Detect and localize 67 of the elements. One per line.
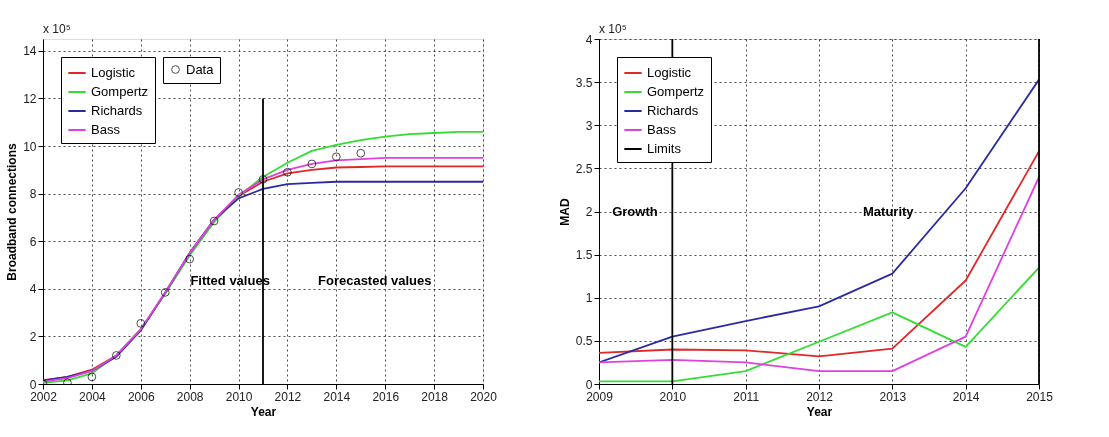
legend-label: Logistic bbox=[647, 65, 692, 80]
y-tick-label: 0.5 bbox=[575, 334, 593, 349]
x-tick-label: 2012 bbox=[274, 389, 302, 404]
point bbox=[160, 288, 170, 297]
line-series bbox=[599, 176, 1039, 372]
x-tick-label: 2004 bbox=[79, 389, 107, 404]
y-tick-label: 0 bbox=[29, 377, 37, 392]
y-tick-label: 2 bbox=[585, 205, 593, 219]
legend-label: Bass bbox=[91, 122, 121, 137]
x-tick-label: 2013 bbox=[879, 389, 907, 404]
point bbox=[87, 372, 97, 382]
x-tick-label: 2016 bbox=[372, 389, 400, 404]
y-tick-label: 3 bbox=[585, 118, 593, 133]
line-series bbox=[599, 78, 1039, 364]
legend-label: Logistic bbox=[91, 65, 136, 80]
x-axis-title: Year bbox=[250, 404, 277, 419]
point bbox=[331, 152, 341, 162]
y-tick-label: 12 bbox=[23, 91, 37, 106]
legend-label: Gompertz bbox=[91, 84, 149, 99]
point bbox=[258, 175, 268, 184]
legend-label: Data bbox=[186, 61, 215, 77]
annotation: Maturity bbox=[863, 203, 915, 219]
text: x 10⁵ bbox=[599, 22, 627, 36]
x-tick-label: 2014 bbox=[952, 389, 980, 404]
point bbox=[111, 351, 121, 360]
y-tick-label: 8 bbox=[29, 187, 37, 202]
y-tick-label: 2 bbox=[29, 329, 37, 344]
point bbox=[307, 159, 317, 169]
point bbox=[209, 216, 219, 226]
legend-label: Gompertz bbox=[647, 84, 705, 99]
x-tick-label: 2012 bbox=[806, 389, 834, 404]
x-tick-label: 2002 bbox=[30, 389, 58, 404]
x-axis-title: Year bbox=[806, 404, 833, 419]
y-tick-label: 6 bbox=[29, 234, 37, 249]
x-tick-label: 2014 bbox=[323, 389, 351, 404]
annotation: Growth bbox=[612, 203, 658, 219]
x-tick-label: 2010 bbox=[225, 389, 253, 404]
y-tick-label: 1 bbox=[585, 291, 593, 306]
x-tick-label: 2015 bbox=[1026, 389, 1054, 404]
y-tick-label: 10 bbox=[23, 139, 37, 154]
x-tick-label: 2008 bbox=[176, 389, 204, 404]
point bbox=[185, 254, 195, 264]
legend-label: Richards bbox=[647, 103, 699, 118]
y-tick-label: 4 bbox=[585, 32, 593, 47]
y-tick-label: 3.5 bbox=[575, 75, 593, 90]
x-tick-label: 2010 bbox=[659, 389, 687, 404]
legend-label: Richards bbox=[91, 103, 143, 118]
text: x 10⁵ bbox=[43, 22, 71, 36]
x-tick-label: 2006 bbox=[127, 389, 155, 404]
x-tick-label: 2009 bbox=[586, 389, 614, 404]
point bbox=[283, 167, 292, 177]
x-tick-label: 2011 bbox=[733, 389, 760, 404]
y-tick-label: 14 bbox=[23, 44, 37, 59]
y-axis-title: MAD bbox=[557, 198, 572, 226]
x-tick-label: 2020 bbox=[470, 389, 498, 404]
point bbox=[234, 188, 243, 197]
point bbox=[356, 148, 366, 158]
y-tick-label: 4 bbox=[29, 282, 37, 297]
y-axis-title: Broadband connections bbox=[5, 143, 20, 281]
y-tick-label: 1.5 bbox=[575, 248, 593, 263]
y-tick-label: 2.5 bbox=[575, 161, 593, 176]
x-tick-label: 2018 bbox=[421, 389, 449, 404]
point bbox=[136, 318, 146, 328]
ref-line-label: Limits bbox=[647, 141, 682, 156]
annotation: Forecasted values bbox=[318, 272, 432, 288]
legend-label: Bass bbox=[647, 122, 677, 137]
y-tick-label: 0 bbox=[585, 377, 593, 392]
